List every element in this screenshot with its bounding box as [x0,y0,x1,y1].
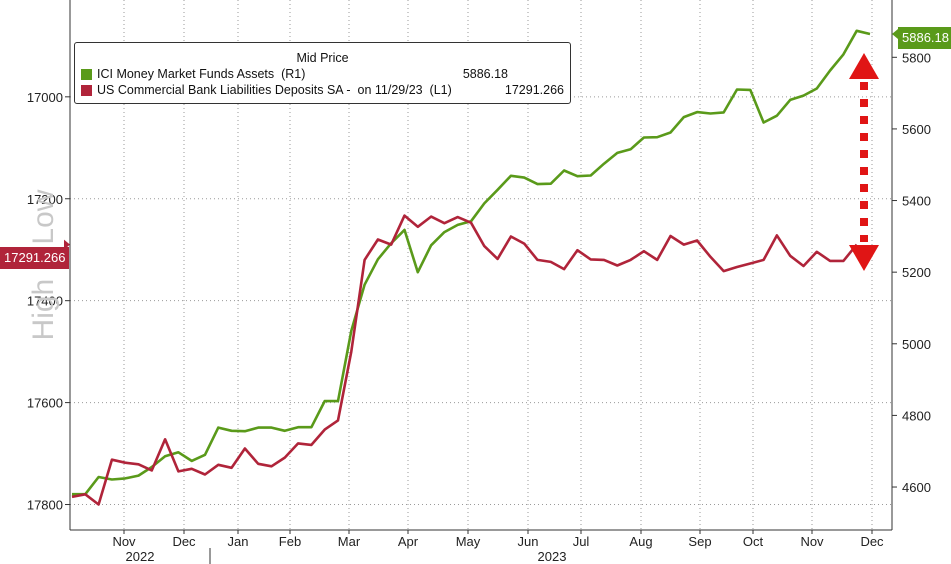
last-value-pointer-green [892,29,898,40]
legend-series-value: 17291.266 [504,83,564,97]
arrow-head-up [849,53,879,79]
right-axis: 5800 5600 5400 5200 5000 4800 4600 [891,0,931,530]
left-tick-label: 17800 [27,498,63,513]
left-tick-label: 17000 [27,90,63,105]
legend: Mid Price ICI Money Market Funds Assets … [74,42,571,104]
legend-title: Mid Price [296,51,349,65]
legend-series-name: ICI Money Market Funds Assets (R1) [97,67,306,81]
x-tick-label: Jan [228,534,249,549]
left-tick-label: 16800 [27,0,63,3]
x-tick-label: Jun [518,534,539,549]
legend-item-bank-deposits: US Commercial Bank Liabilities Deposits … [81,83,564,99]
legend-swatch-green [81,69,92,80]
right-tick-label: 4600 [902,480,931,495]
left-axis: 16800 17000 17200 17400 17600 17800 [27,0,71,530]
right-tick-label: 5200 [902,265,931,280]
left-tick-label: 17600 [27,396,63,411]
last-value-tag-red: 17291.266 [0,247,70,269]
x-tick-label: Nov [112,534,136,549]
legend-item-money-market: ICI Money Market Funds Assets (R1) 5886.… [81,67,564,83]
x-tick-label: Dec [172,534,196,549]
right-tick-label: 5000 [902,337,931,352]
series-line-bank-deposits [71,214,858,506]
right-tick-label: 5400 [902,194,931,209]
x-year-label: 2023 [538,549,567,564]
x-tick-label: Dec [860,534,884,549]
x-tick-label: Sep [688,534,711,549]
right-tick-label: 4800 [902,408,931,423]
legend-series-value: 5886.18 [462,67,508,81]
x-tick-label: Nov [800,534,824,549]
legend-swatch-red [81,85,92,96]
last-value-tag-green: 5886.18 [898,27,951,49]
right-tick-label: 5600 [902,122,931,137]
left-tick-label: 17200 [27,192,63,207]
right-tick-label: 5800 [902,50,931,65]
legend-series-name: US Commercial Bank Liabilities Deposits … [97,83,452,97]
x-tick-label: Aug [629,534,652,549]
x-year-label: 2022 [126,549,155,564]
x-tick-label: Jul [573,534,590,549]
x-tick-label: May [456,534,481,549]
x-axis: Nov Dec Jan Feb Mar Apr May Jun Jul Aug Sep Oct Nov D… [70,529,892,564]
x-tick-label: Feb [279,534,301,549]
x-tick-label: Oct [743,534,764,549]
range-arrow [849,53,879,271]
left-tick-label: 17400 [27,294,63,309]
x-tick-label: Mar [338,534,361,549]
x-tick-label: Apr [398,534,419,549]
arrow-head-down [849,245,879,271]
